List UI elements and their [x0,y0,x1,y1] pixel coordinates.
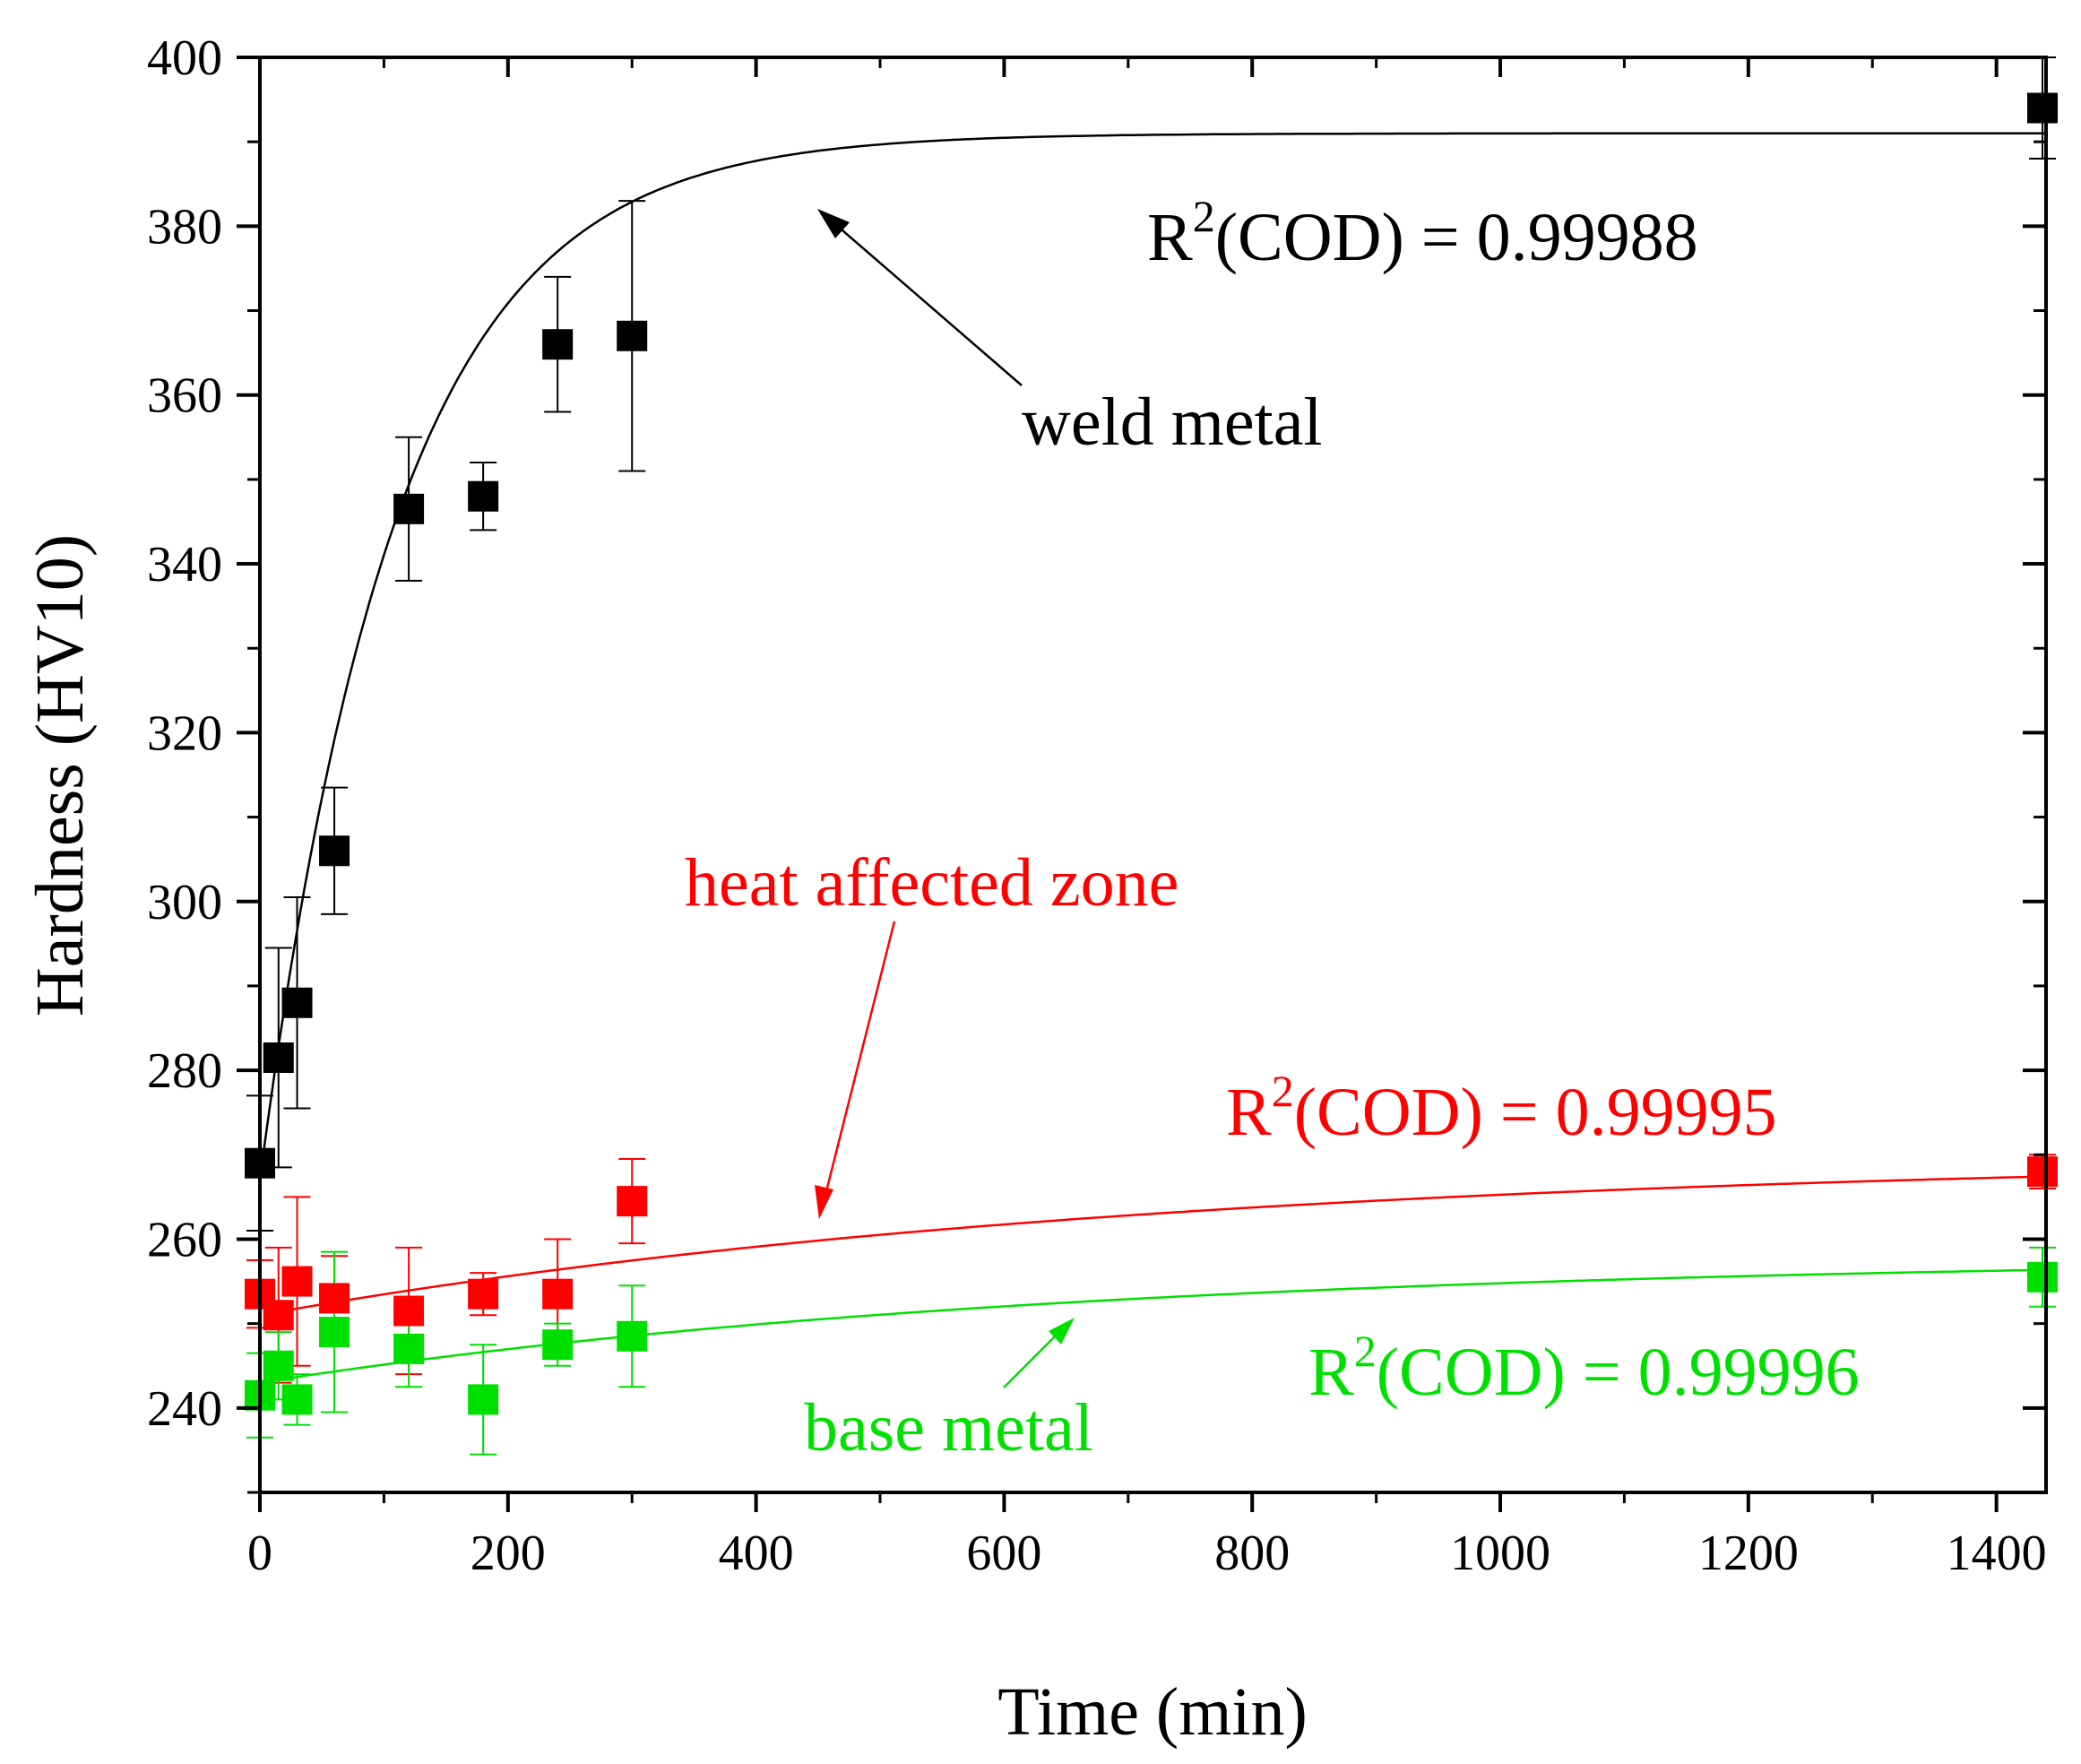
haz-arrowhead [815,1185,833,1219]
data-point-series-1 [263,1042,294,1073]
y-tick-label: 280 [147,1043,222,1099]
x-tick-label: 400 [719,1526,794,1581]
data-point-series-1 [281,987,313,1018]
data-point-series-2 [393,1295,425,1327]
weld-metal-label: weld metal [1022,385,1323,460]
data-point-series-3 [617,1320,648,1352]
haz-arrow [821,921,896,1206]
x-axis-title: Time (min) [997,1674,1308,1750]
data-point-series-3 [542,1329,574,1361]
data-point-series-2 [617,1186,648,1217]
y-tick-label: 300 [147,875,222,930]
fit-curve-3 [278,1268,2045,1381]
y-tick-label: 240 [147,1381,222,1437]
y-tick-label: 320 [147,705,222,761]
fit-curve-2 [278,1175,2045,1313]
fit-curve-1 [258,132,2046,1180]
data-point-series-3 [263,1350,294,1381]
data-point-series-1 [468,480,499,512]
x-tick-label: 1200 [1698,1526,1799,1581]
axis-tick-labels: 0 200 400 600 800 1000 1200 1400 240 260 280 300 320… [147,30,2047,1581]
haz-label: heat affected zone [685,845,1179,921]
r2-suffix: (COD) = 0.99988 [1215,200,1698,275]
annotation-arrows [815,209,1075,1388]
x-tick-label: 1000 [1450,1526,1550,1581]
weld-metal-arrow [822,212,1023,386]
r2-superscript: 2 [1354,1326,1377,1376]
base-metal-arrowhead [1049,1318,1075,1345]
x-tick-label: 1400 [1947,1526,2047,1581]
y-tick-label: 260 [147,1212,222,1267]
r2-superscript: 2 [1272,1066,1294,1116]
r2-superscript: 2 [1193,191,1215,241]
axis-ticks [237,56,2046,1512]
data-point-series-3 [393,1333,425,1364]
data-point-series-3 [281,1384,313,1415]
r2-prefix: R [1226,1075,1272,1150]
data-point-series-2 [468,1278,499,1310]
r2-prefix: R [1308,1335,1354,1410]
data-point-series-3 [468,1384,499,1415]
data-point-series-2 [263,1300,294,1331]
data-point-series-2 [281,1266,313,1297]
data-point-series-1 [319,835,350,867]
x-tick-label: 800 [1214,1526,1290,1581]
y-tick-label: 340 [147,537,222,592]
data-point-series-2 [542,1278,574,1310]
y-tick-label: 360 [147,368,222,424]
data-point-series-1 [393,493,425,524]
haz-r2-label: R2(COD) = 0.99995 [1226,1066,1777,1150]
plot-frame [258,56,2048,1494]
base-metal-label: base metal [804,1390,1093,1466]
data-point-series-2 [2027,1156,2058,1188]
data-point-series-2 [319,1283,350,1314]
fit-curves [258,132,2046,1381]
data-point-series-3 [319,1317,350,1348]
y-axis-title: Hardness (HV10) [22,534,98,1016]
base-metal-r2-label: R2(COD) = 0.99996 [1308,1326,1860,1410]
r2-suffix: (COD) = 0.99996 [1377,1335,1860,1410]
r2-suffix: (COD) = 0.99995 [1294,1075,1777,1150]
data-point-series-3 [2027,1261,2058,1293]
y-tick-label: 400 [147,30,222,86]
weld-metal-r2-label: R2(COD) = 0.99988 [1147,191,1698,275]
x-tick-label: 0 [247,1526,272,1581]
data-point-series-1 [617,320,648,351]
r2-prefix: R [1147,200,1193,275]
x-tick-label: 200 [471,1526,546,1581]
data-point-series-1 [542,329,574,360]
x-tick-label: 600 [966,1526,1041,1581]
data-point-series-1 [2027,92,2058,124]
y-tick-label: 380 [147,199,222,255]
weld-metal-arrowhead [817,209,850,238]
